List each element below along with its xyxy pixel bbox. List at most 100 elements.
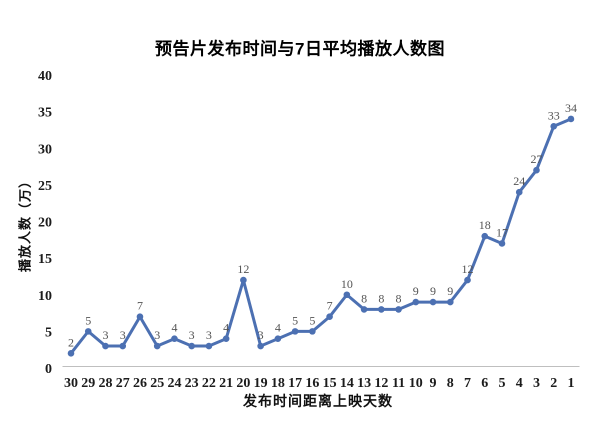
x-tick-label: 17 <box>288 376 302 391</box>
data-point-marker <box>171 335 178 343</box>
data-point-marker <box>360 306 368 313</box>
data-label: 2 <box>68 335 74 349</box>
data-label: 8 <box>396 291 402 305</box>
data-label: 3 <box>120 328 126 342</box>
data-label: 5 <box>292 313 298 327</box>
data-point-marker <box>498 240 506 247</box>
data-point-marker <box>153 342 161 350</box>
x-tick-label: 18 <box>271 376 285 391</box>
data-point-marker <box>205 342 213 350</box>
y-tick-label: 20 <box>38 216 52 231</box>
data-label: 17 <box>496 225 508 239</box>
x-tick-label: 3 <box>533 376 540 391</box>
x-tick-label: 19 <box>254 376 268 391</box>
x-tick-label: 22 <box>202 376 216 391</box>
data-label: 9 <box>413 284 419 298</box>
data-point-marker <box>326 313 333 321</box>
x-tick-label: 24 <box>167 376 181 391</box>
data-point-marker <box>515 188 523 196</box>
data-point-marker <box>222 335 230 343</box>
x-tick-label: 30 <box>64 376 78 391</box>
data-label: 3 <box>102 328 108 342</box>
data-point-marker <box>136 313 144 321</box>
data-point-marker <box>378 306 385 313</box>
chart-title: 预告片发布时间与7日平均播放人数图 <box>155 39 445 59</box>
x-tick-label: 23 <box>185 376 199 391</box>
data-point-marker <box>446 298 454 306</box>
x-tick-label: 26 <box>133 376 147 391</box>
x-tick-label: 8 <box>447 376 454 391</box>
data-label: 8 <box>361 291 367 305</box>
data-point-marker <box>257 342 264 350</box>
data-label: 5 <box>85 313 91 327</box>
data-label: 3 <box>206 328 212 342</box>
data-point-marker <box>550 122 558 130</box>
y-tick-label: 30 <box>38 142 52 157</box>
data-point-marker <box>84 328 92 335</box>
x-tick-label: 6 <box>481 376 488 391</box>
data-label: 27 <box>530 152 542 166</box>
x-tick-label: 2 <box>550 376 557 391</box>
data-label: 9 <box>430 284 436 298</box>
x-tick-label: 16 <box>305 376 319 391</box>
data-label: 10 <box>341 277 353 291</box>
x-tick-label: 11 <box>392 376 405 391</box>
data-point-marker <box>481 232 489 240</box>
data-point-marker <box>533 166 540 174</box>
data-point-marker <box>412 298 420 306</box>
y-tick-label: 35 <box>38 106 52 121</box>
x-tick-label: 4 <box>516 376 523 391</box>
x-tick-label: 10 <box>409 376 423 391</box>
data-label: 9 <box>447 284 453 298</box>
data-point-marker <box>343 291 351 299</box>
data-label: 3 <box>154 328 160 342</box>
x-tick-label: 13 <box>357 376 371 391</box>
data-label: 4 <box>275 321 281 335</box>
data-label: 18 <box>479 218 491 232</box>
data-label: 12 <box>237 262 249 276</box>
data-point-marker <box>395 306 402 313</box>
data-label: 34 <box>565 101 577 115</box>
y-tick-label: 5 <box>45 325 52 340</box>
x-tick-label: 25 <box>150 376 164 391</box>
data-label: 24 <box>513 174 525 188</box>
y-tick-label: 40 <box>38 69 52 84</box>
data-label: 3 <box>189 328 195 342</box>
data-label: 5 <box>309 313 315 327</box>
x-tick-label: 12 <box>374 376 388 391</box>
data-point-marker <box>240 276 247 284</box>
data-label: 4 <box>171 321 177 335</box>
x-tick-label: 21 <box>219 376 233 391</box>
data-point-marker <box>309 328 316 335</box>
data-point-marker <box>464 276 471 284</box>
x-tick-label: 1 <box>567 376 574 391</box>
y-tick-label: 25 <box>38 179 52 194</box>
x-tick-label: 20 <box>236 376 250 391</box>
data-label: 33 <box>548 108 560 122</box>
data-point-marker <box>429 298 437 306</box>
x-tick-label: 14 <box>340 376 354 391</box>
data-label: 7 <box>137 299 143 313</box>
data-label: 12 <box>462 262 474 276</box>
x-tick-label: 28 <box>98 376 112 391</box>
y-tick-label: 10 <box>38 289 52 304</box>
x-tick-label: 7 <box>464 376 471 391</box>
data-point-marker <box>274 335 282 343</box>
data-point-marker <box>102 342 109 350</box>
data-point-marker <box>119 342 127 350</box>
data-point-marker <box>567 115 575 123</box>
y-tick-label: 15 <box>38 252 52 267</box>
x-tick-label: 5 <box>499 376 506 391</box>
data-label: 8 <box>378 291 384 305</box>
x-tick-label: 27 <box>116 376 130 391</box>
data-point-marker <box>188 342 195 350</box>
x-tick-label: 29 <box>81 376 95 391</box>
data-label: 3 <box>258 328 264 342</box>
data-label: 4 <box>223 321 229 335</box>
data-label: 7 <box>327 299 333 313</box>
data-point-marker <box>291 328 299 335</box>
data-point-marker <box>67 350 75 357</box>
x-tick-label: 15 <box>323 376 337 391</box>
